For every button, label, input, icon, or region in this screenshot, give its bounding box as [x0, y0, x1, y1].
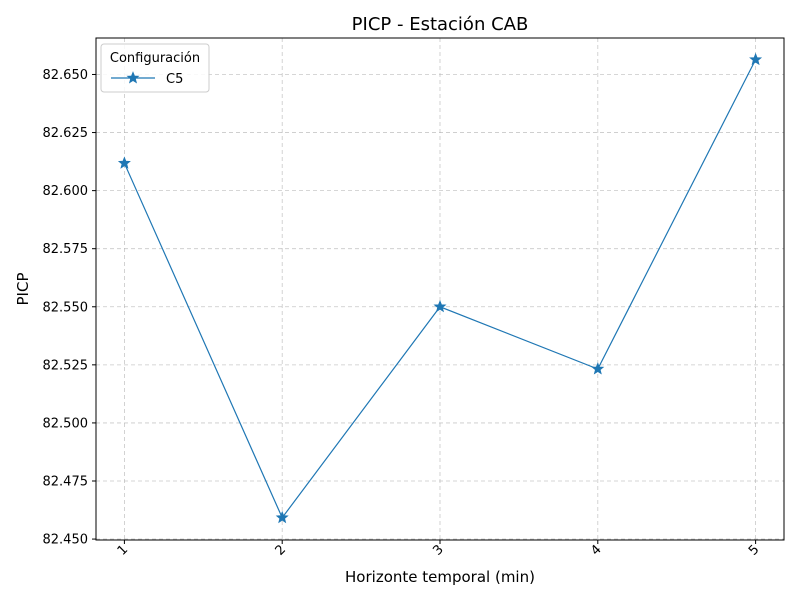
- y-tick-label: 82.450: [43, 533, 89, 548]
- y-tick-label: 82.600: [43, 184, 89, 199]
- legend-label: C5: [166, 72, 183, 87]
- chart-title: PICP - Estación CAB: [352, 14, 529, 35]
- data-point-star: [117, 156, 131, 169]
- y-tick-label: 82.475: [43, 474, 89, 489]
- x-tick-label: 5: [746, 542, 762, 558]
- y-tick-label: 82.575: [43, 242, 89, 257]
- y-tick-label: 82.525: [43, 358, 89, 373]
- axis-ticks: 1 2 3 4 5 82.450 82.475 82.500 82.525 82.550 82.57…: [43, 68, 763, 559]
- legend-star-marker: [126, 71, 140, 84]
- data-point-star: [591, 362, 605, 375]
- series-layer: [117, 52, 763, 524]
- y-tick-label: 82.625: [43, 126, 89, 141]
- y-tick-label: 82.650: [43, 68, 89, 83]
- y-axis-title: PICP: [14, 273, 32, 306]
- series-line: [123, 59, 757, 519]
- data-point-star: [433, 299, 447, 313]
- x-tick-label: 4: [588, 542, 604, 558]
- y-tick-label: 82.500: [43, 416, 89, 431]
- x-tick-label: 3: [430, 542, 446, 558]
- x-tick-label: 2: [273, 542, 289, 558]
- data-point-star: [275, 510, 289, 524]
- plot-area: [95, 37, 785, 541]
- legend-title: Configuración: [110, 51, 200, 66]
- legend: Configuración C5: [100, 43, 210, 93]
- x-tick-label: 1: [115, 542, 131, 558]
- legend-box: [100, 43, 210, 93]
- grid: [96, 38, 784, 540]
- x-axis-title: Horizonte temporal (min): [345, 568, 535, 586]
- data-point-star: [749, 52, 763, 66]
- y-tick-label: 82.550: [43, 300, 89, 315]
